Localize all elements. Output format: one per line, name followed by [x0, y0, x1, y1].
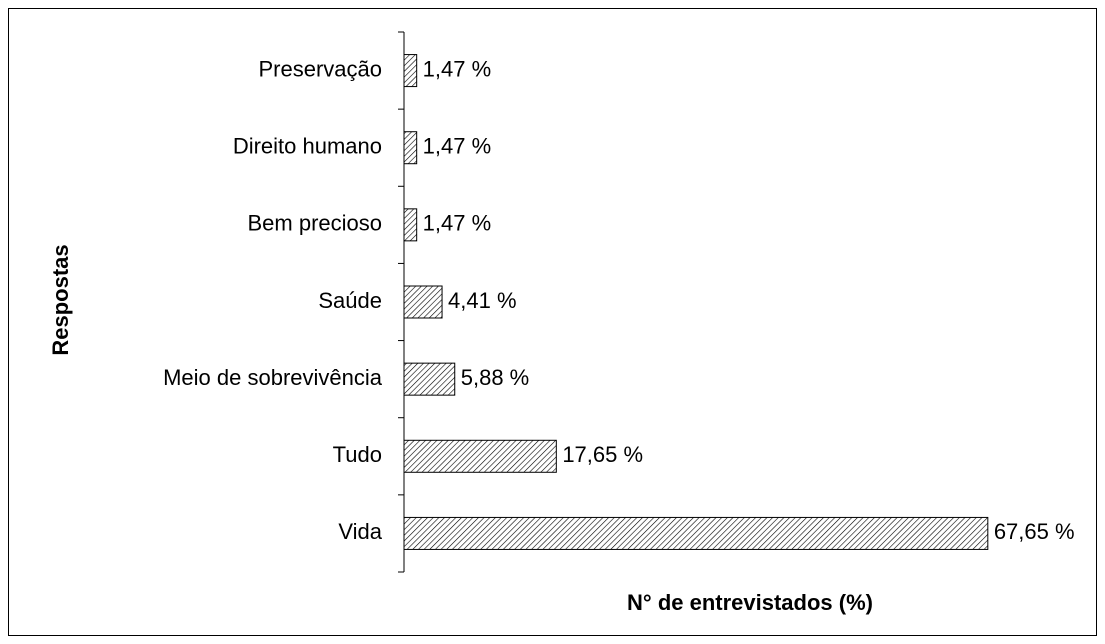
value-label: 17,65 % [562, 442, 643, 467]
x-axis-label: N° de entrevistados (%) [627, 590, 873, 615]
value-label: 1,47 % [423, 134, 492, 159]
bar [403, 516, 989, 550]
y-tick-label: Saúde [318, 288, 382, 313]
y-tick-label: Direito humano [233, 134, 382, 159]
y-tick-label: Bem precioso [247, 211, 382, 236]
y-tick-label: Vida [338, 519, 382, 544]
value-label: 67,65 % [994, 519, 1075, 544]
bar [403, 439, 557, 473]
y-tick-label: Meio de sobrevivência [163, 365, 383, 390]
y-tick-label: Tudo [333, 442, 382, 467]
y-axis-label: Respostas [48, 244, 73, 355]
bar [403, 208, 418, 242]
bar [403, 362, 456, 396]
y-tick-label: Preservação [258, 56, 382, 81]
value-label: 5,88 % [461, 365, 530, 390]
bar [403, 285, 443, 319]
value-label: 4,41 % [448, 288, 517, 313]
value-label: 1,47 % [423, 211, 492, 236]
bar [403, 131, 418, 165]
value-label: 1,47 % [423, 56, 492, 81]
bar [403, 54, 418, 88]
